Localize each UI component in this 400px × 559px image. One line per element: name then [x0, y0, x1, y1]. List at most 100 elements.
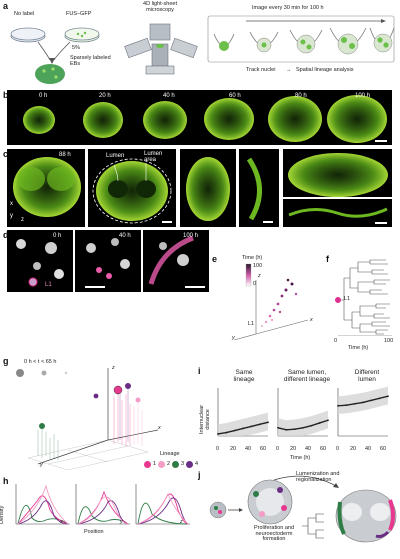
panel-b-label: b: [3, 90, 9, 100]
tree-tick-100: 100: [384, 338, 394, 344]
data-point: [233, 429, 236, 432]
time-d-100h: 100 h: [183, 233, 199, 239]
data-point: [327, 419, 329, 422]
distance-plots: [217, 386, 389, 437]
microscopy-text: 4D light-sheet microscopy: [143, 1, 177, 13]
xtick-20-a: 20: [230, 446, 237, 452]
panel-g-label: g: [3, 356, 9, 366]
trajectory-points: [260, 278, 298, 328]
panel-i-label: i: [198, 366, 201, 376]
scale-bar-c3: [375, 222, 387, 224]
eb-lumen-section: Lumen Lumen area: [88, 149, 176, 227]
imaging-interval-text: Image every 30 min for 100 h: [252, 5, 324, 11]
subplot-same-lineage: [217, 388, 269, 437]
xtick-20-b: 20: [290, 446, 297, 452]
l1-nucleus: [28, 277, 38, 287]
data-point: [258, 423, 261, 426]
panel-e-label: e: [212, 254, 218, 264]
time-colorbar: [245, 263, 252, 287]
xtick-40-b: 40: [305, 446, 312, 452]
lineage-swatch-3: [172, 461, 179, 468]
lineage-num-4: 4: [195, 461, 199, 467]
axis-y-e: y: [232, 335, 235, 341]
lineage-legend-title: Lineage: [160, 451, 180, 457]
l1-root-marker: [335, 297, 341, 303]
colorbar-min: 0: [253, 281, 257, 287]
eb-40h: [143, 101, 187, 139]
lineage-2-cluster: [133, 400, 143, 446]
xtick-40-a: 40: [245, 446, 252, 452]
density-z: [135, 484, 190, 525]
time-20h: 20 h: [99, 93, 111, 99]
data-point: [242, 427, 244, 430]
axis-z-g: z: [112, 365, 115, 371]
position-xlabel: Position: [84, 529, 104, 535]
scale-bar-c2: [263, 221, 273, 223]
lineage-num-1: 1: [153, 461, 157, 467]
time-0h: 0 h: [39, 93, 48, 99]
timelapse-strip: 0 h 20 h 40 h 60 h 80 h 100 h: [7, 90, 392, 145]
eb-20h: [83, 102, 123, 138]
lineage-swatch-4: [186, 461, 193, 468]
colorbar-title: Time (h): [242, 255, 263, 261]
data-point: [378, 397, 381, 400]
model-schematic: [209, 475, 397, 543]
axis-y-c: y: [10, 213, 13, 219]
dish-no-label-text: No label: [14, 11, 35, 17]
panel-f-label: f: [326, 254, 329, 264]
density-plots: [15, 484, 190, 525]
density-ylabel: Density: [0, 505, 5, 524]
data-point: [337, 404, 339, 407]
time-40h: 40 h: [163, 93, 175, 99]
panel-d-label: d: [3, 230, 9, 240]
data-point: [225, 431, 228, 434]
time-60h: 60 h: [229, 93, 241, 99]
data-point: [370, 399, 373, 402]
data-point: [353, 402, 356, 405]
dish-fus-gfp-text: FUS–GFP: [66, 11, 92, 17]
lineage-tree: [335, 259, 392, 336]
xtick-0-c: 0: [336, 446, 340, 452]
scale-bar-b: [375, 140, 387, 142]
subplot-title-1: Same lineage: [233, 369, 255, 383]
data-point: [318, 422, 321, 424]
density-sub-x: x: [60, 519, 63, 525]
lineage-num-2: 2: [167, 461, 171, 467]
lineage-1-cluster: [113, 390, 131, 446]
late-eb: [335, 489, 397, 543]
panel-h-label: h: [3, 476, 9, 486]
lineage-3d-scatter: [27, 368, 159, 470]
density-sub-y: y: [120, 519, 123, 525]
tree-xlabel: Time (h): [348, 345, 369, 351]
subplot-title-3: Different lumen: [354, 369, 380, 383]
axis-x-e: x: [310, 317, 313, 323]
step-proliferation-text: Proliferation and neuroectoderm formatio…: [253, 525, 295, 542]
panel-j-label: j: [198, 470, 201, 480]
data-point: [345, 404, 348, 407]
eb-100h: [327, 95, 387, 143]
scale-bar-c1: [162, 221, 172, 223]
axis-x-g: x: [158, 425, 161, 431]
data-point: [277, 426, 279, 429]
time-window-legend: 0 h < t < 65 h: [24, 359, 57, 365]
density-y: [75, 484, 130, 525]
axis-y-g: y: [40, 462, 43, 468]
lineage-num-3: 3: [181, 461, 185, 467]
xtick-60-b: 60: [320, 446, 327, 452]
timelapse-images: [23, 95, 387, 143]
percent-text: 5%: [72, 45, 80, 51]
scale-bar-d1: [85, 286, 105, 288]
xtick-0-b: 0: [276, 446, 280, 452]
density-x: [15, 484, 70, 525]
lineage-3-cluster: [37, 426, 59, 460]
confidence-band: [218, 412, 268, 436]
panel-a-label: a: [3, 1, 9, 11]
eb-60h: [204, 98, 254, 140]
tracking-40h: 40 h: [75, 230, 141, 292]
eb-side-view: [180, 149, 236, 227]
time-100h: 100 h: [355, 93, 371, 99]
step-lumenization-text: Lumenization and regionalization: [296, 471, 340, 483]
early-eb: [209, 501, 227, 519]
time-d-0h: 0 h: [53, 233, 62, 239]
lumen-area-label: Lumen area: [144, 151, 163, 163]
